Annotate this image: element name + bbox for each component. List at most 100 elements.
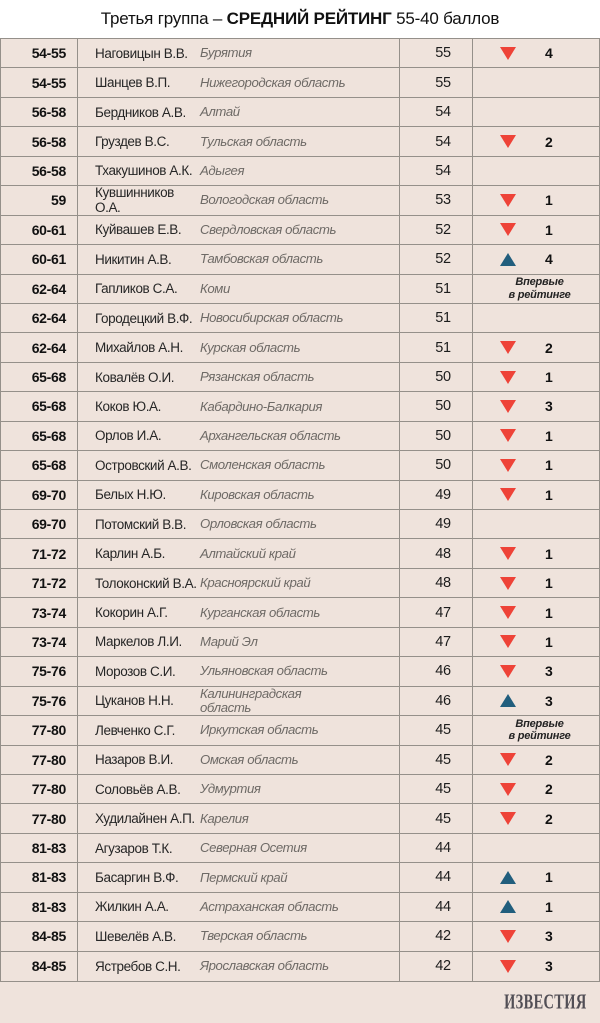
region-name: Астраханская область: [200, 892, 400, 922]
score-value: 42: [400, 922, 473, 951]
trend-delta: 1: [545, 575, 553, 592]
score-value: 47: [400, 598, 473, 627]
region-name: Нижегородская область: [200, 68, 400, 97]
table-row: 54-55 Наговицын В.В. Бурятия 55 4: [1, 39, 599, 69]
trend-cell: 1: [473, 481, 599, 509]
trend-delta: 3: [545, 398, 553, 415]
table-row: 56-58 Груздев В.С. Тульская область 54 2: [1, 127, 599, 157]
trend-cell: 1: [473, 186, 599, 214]
score-value: 45: [400, 774, 473, 804]
governor-name: Шевелёв А.В.: [95, 928, 176, 944]
trend-delta: 2: [545, 781, 553, 798]
trend-delta: 1: [545, 633, 553, 650]
governor-name: Белых Н.Ю.: [95, 487, 166, 503]
trend-cell: 1: [473, 628, 599, 656]
score-value: 45: [400, 716, 473, 745]
region-name: Тамбовская область: [200, 245, 400, 274]
score-value: 49: [400, 480, 473, 509]
trend-cell: 1: [473, 598, 599, 626]
region-name: Ярославская область: [200, 951, 400, 981]
rank-cell: 69-70: [1, 480, 78, 509]
score-value: 51: [400, 333, 473, 362]
governor-name: Соловьёв А.В.: [95, 781, 181, 797]
rank-cell: 62-64: [1, 274, 78, 303]
score-value: 53: [400, 186, 473, 215]
rank-cell: 54-55: [1, 68, 78, 97]
governor-name: Маркелов Л.И.: [95, 634, 182, 650]
page-title: Третья группа – СРЕДНИЙ РЕЙТИНГ 55-40 ба…: [0, 0, 600, 38]
table-row: 71-72 Толоконский В.А. Красноярский край 48…: [1, 568, 599, 599]
trend-down-icon: [500, 46, 516, 60]
trend-cell: [473, 510, 599, 538]
rank-cell: 75-76: [1, 657, 78, 686]
trend-cell: [473, 98, 599, 126]
region-name: Алтайский край: [200, 539, 400, 568]
rank-cell: 84-85: [1, 951, 78, 981]
table-row: 59 Кувшинников О.А. Вологодская область 53 1: [1, 185, 599, 216]
score-value: 51: [400, 303, 473, 333]
trend-cell: [473, 68, 599, 96]
rank-cell: 59: [1, 186, 78, 215]
trend-cell: 1: [473, 539, 599, 567]
table-row: 73-74 Маркелов Л.И. Марий Эл 47 1: [1, 627, 599, 658]
table-row: 75-76 Морозов С.И. Ульяновская область 46 3: [1, 657, 599, 687]
table-row: 81-83 Басаргин В.Ф. Пермский край 44 1: [1, 863, 599, 893]
score-value: 54: [400, 156, 473, 186]
region-name: Тверская область: [200, 922, 400, 951]
trend-delta: 1: [545, 545, 553, 562]
region-name: Тульская область: [200, 127, 400, 156]
region-name: Рязанская область: [200, 362, 400, 392]
first-time-label: Впервые в рейтинге: [508, 717, 571, 743]
trend-cell: 1: [473, 569, 599, 597]
governor-name: Ковалёв О.И.: [95, 369, 175, 385]
score-value: 48: [400, 539, 473, 568]
governor-name: Ястребов С.Н.: [95, 958, 181, 974]
table-row: 69-70 Белых Н.Ю. Кировская область 49 1: [1, 480, 599, 510]
trend-delta: 1: [545, 604, 553, 621]
governor-name: Толоконский В.А.: [95, 575, 197, 591]
table-row: 65-68 Островский А.В. Смоленская область 50…: [1, 451, 599, 481]
region-name: Марий Эл: [200, 627, 400, 657]
trend-down-icon: [500, 753, 516, 767]
trend-up-icon: [500, 900, 516, 914]
footer-bar: ИЗВЕСТИЯ: [0, 982, 600, 1023]
trend-down-icon: [500, 547, 516, 561]
governor-name: Назаров В.И.: [95, 752, 174, 768]
region-name: Кировская область: [200, 480, 400, 509]
table-row: 65-68 Орлов И.А. Архангельская область 50 1: [1, 421, 599, 452]
trend-delta: 4: [545, 251, 553, 268]
trend-cell: [473, 304, 599, 332]
trend-cell: 3: [473, 392, 599, 420]
table-row: 77-80 Худилайнен А.П. Карелия 45 2: [1, 804, 599, 834]
region-name: Курская область: [200, 333, 400, 362]
table-row: 77-80 Левченко С.Г. Иркутская область 45 Впе…: [1, 716, 599, 746]
trend-delta: 3: [545, 958, 553, 975]
governor-name: Басаргин В.Ф.: [95, 869, 179, 885]
region-name: Новосибирская область: [200, 303, 400, 333]
rank-cell: 62-64: [1, 333, 78, 362]
table-row: 62-64 Городецкий В.Ф. Новосибирская област…: [1, 303, 599, 334]
trend-cell: 2: [473, 333, 599, 361]
governor-name: Цуканов Н.Н.: [95, 693, 174, 709]
trend-cell: 1: [473, 893, 599, 921]
trend-delta: 1: [545, 486, 553, 503]
trend-cell: 1: [473, 422, 599, 450]
table-row: 77-80 Соловьёв А.В. Удмуртия 45 2: [1, 774, 599, 805]
trend-up-icon: [500, 252, 516, 266]
table-row: 81-83 Агузаров Т.К. Северная Осетия 44: [1, 833, 599, 864]
trend-down-icon: [500, 193, 516, 207]
region-name: Кабардино-Балкария: [200, 392, 400, 421]
trend-cell: 3: [473, 657, 599, 685]
trend-delta: 1: [545, 427, 553, 444]
trend-delta: 2: [545, 339, 553, 356]
table-row: 60-61 Никитин А.В. Тамбовская область 52 4: [1, 245, 599, 275]
rank-cell: 84-85: [1, 922, 78, 951]
trend-cell: 2: [473, 804, 599, 832]
region-name: Курганская область: [200, 598, 400, 627]
rank-cell: 62-64: [1, 303, 78, 333]
first-time-label: Впервые в рейтинге: [508, 276, 571, 301]
region-name: Алтай: [200, 97, 400, 127]
rank-cell: 81-83: [1, 892, 78, 922]
region-name: Иркутская область: [200, 716, 400, 745]
trend-cell: 1: [473, 216, 599, 244]
